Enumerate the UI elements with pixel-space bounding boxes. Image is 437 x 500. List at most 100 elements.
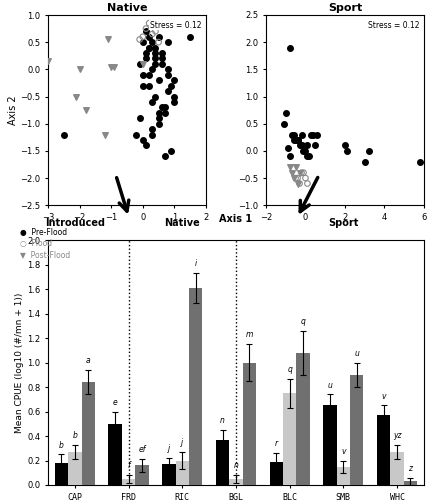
Text: v: v (382, 392, 386, 400)
Point (168, 147, 175, 155)
Bar (243, 362, 256, 485)
Point (304, 180, 311, 188)
Point (298, 168, 305, 176)
Point (152, 54, 159, 62)
Text: Axis 1: Axis 1 (219, 214, 253, 224)
Text: v: v (341, 446, 346, 456)
Bar (176, 460, 189, 485)
Point (108, 62, 115, 70)
Point (155, 120, 162, 128)
Bar (336, 466, 350, 485)
Point (298, 130, 305, 138)
Text: m: m (246, 330, 253, 340)
Text: q: q (301, 317, 305, 326)
Bar (390, 452, 404, 485)
Point (286, 44, 293, 52)
Point (142, 49, 149, 57)
Point (146, 32, 153, 40)
Point (139, 32, 146, 40)
Point (290, 136, 297, 144)
Title: Sport: Sport (328, 3, 362, 13)
Text: ef: ef (139, 446, 146, 454)
Point (296, 168, 303, 176)
Point (83, 106, 90, 114)
Bar (162, 464, 176, 485)
Bar (189, 288, 202, 485)
Bar (135, 466, 149, 485)
Point (142, 142, 149, 150)
Text: q: q (287, 364, 292, 374)
Point (296, 180, 303, 188)
Point (292, 174, 299, 182)
Y-axis label: Axis 2: Axis 2 (7, 96, 17, 125)
Point (171, 76, 178, 84)
Point (158, 54, 165, 62)
Point (168, 82, 175, 90)
Point (290, 130, 297, 138)
Point (155, 109, 162, 117)
Point (302, 174, 309, 182)
Point (101, 130, 108, 138)
Text: f: f (127, 462, 130, 470)
Point (165, 66, 172, 74)
Point (149, 66, 156, 74)
Point (45, 57, 52, 65)
Point (155, 38, 162, 46)
Point (149, 130, 156, 138)
Point (282, 109, 289, 117)
Point (152, 44, 159, 52)
Point (292, 163, 299, 171)
Y-axis label: Mean CPUE (log10 (#/mn + 1)): Mean CPUE (log10 (#/mn + 1)) (15, 292, 24, 433)
Point (296, 142, 303, 150)
Point (155, 76, 162, 84)
Point (310, 130, 317, 138)
Point (146, 44, 153, 52)
Point (361, 158, 368, 166)
Point (139, 82, 146, 90)
Point (306, 152, 313, 160)
Point (308, 130, 315, 138)
Point (288, 168, 295, 176)
Point (314, 130, 321, 138)
Bar (323, 406, 336, 485)
Point (161, 104, 168, 112)
Bar (404, 482, 417, 485)
Point (294, 136, 301, 144)
Bar (55, 463, 68, 485)
Point (146, 19, 153, 27)
Point (165, 38, 172, 46)
Text: ○  Flood: ○ Flood (20, 239, 52, 248)
Point (343, 147, 350, 155)
Point (139, 38, 146, 46)
Bar (108, 424, 122, 485)
Point (161, 109, 168, 117)
Point (294, 174, 301, 182)
Text: n: n (220, 416, 225, 425)
Point (139, 60, 146, 68)
Point (152, 60, 159, 68)
Point (290, 174, 297, 182)
Point (286, 152, 293, 160)
Text: ●  Pre-Flood: ● Pre-Flood (20, 228, 67, 237)
Bar (216, 440, 229, 485)
Text: z: z (409, 464, 413, 473)
Text: a: a (86, 356, 90, 365)
Title: Native: Native (107, 3, 147, 13)
Point (139, 71, 146, 79)
Text: r: r (275, 440, 278, 448)
Bar (270, 462, 283, 485)
Text: n: n (233, 462, 239, 470)
Text: e: e (113, 398, 118, 406)
Point (149, 30, 156, 38)
Point (171, 98, 178, 106)
Bar (229, 479, 243, 485)
Point (165, 71, 172, 79)
Point (288, 130, 295, 138)
Bar (377, 416, 390, 485)
Point (284, 144, 291, 152)
Point (155, 114, 162, 122)
Point (158, 49, 165, 57)
Point (298, 142, 305, 150)
Point (136, 114, 143, 122)
Text: Stress = 0.12: Stress = 0.12 (150, 20, 201, 30)
